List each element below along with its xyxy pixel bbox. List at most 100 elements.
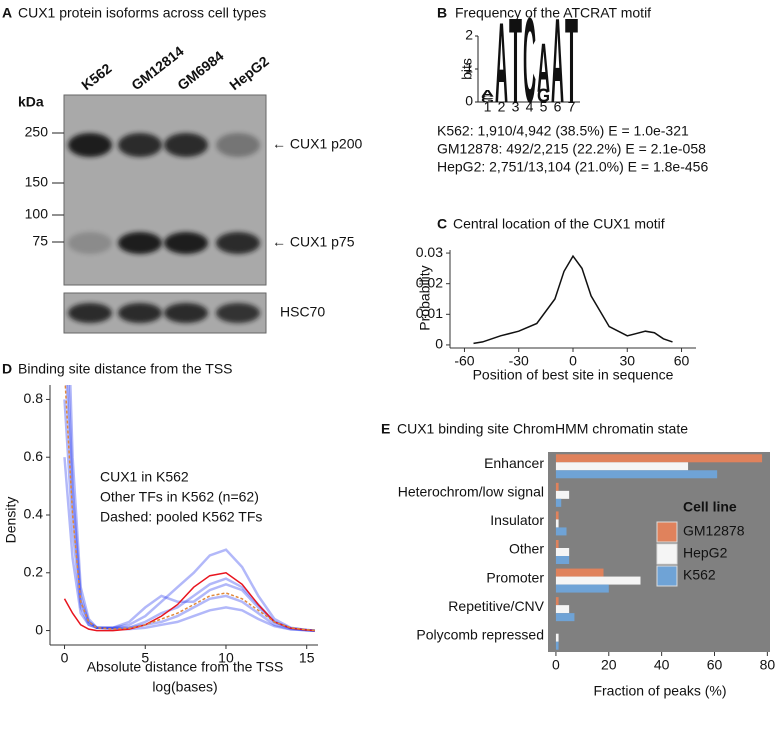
legend-swatch — [656, 521, 678, 543]
lane-label: HepG2 — [226, 53, 272, 94]
x-tick-label: 60 — [707, 657, 723, 673]
logo-tick-label: 2 — [465, 27, 473, 43]
bar — [555, 613, 575, 622]
bar — [555, 584, 609, 593]
panel-title: Binding site distance from the TSS — [18, 361, 233, 377]
logo-position: 7 — [568, 99, 576, 115]
legend-entry: HepG2 — [683, 545, 728, 561]
y-tick-label: 0.4 — [24, 506, 44, 522]
panel-label: D — [2, 361, 12, 377]
legend-entry: CUX1 in K562 — [100, 469, 189, 485]
bar — [555, 470, 718, 479]
y-tick-label: 0.6 — [24, 448, 44, 464]
legend-entry: K562 — [683, 567, 716, 583]
logo-letter: A — [551, 0, 564, 129]
panel-title: Central location of the CUX1 motif — [453, 216, 665, 232]
unit-label: kDa — [18, 94, 44, 110]
logo-position: 5 — [540, 99, 548, 115]
x-tick-label: -30 — [509, 353, 529, 369]
logo-tick-label: 1 — [465, 60, 473, 76]
y-tick-label: 0.2 — [24, 563, 44, 579]
x-tick-label: 40 — [654, 657, 670, 673]
category-label: Insulator — [490, 512, 544, 528]
logo-letter: C — [523, 0, 536, 129]
y-axis-label: Density — [3, 497, 19, 544]
band — [118, 232, 162, 254]
tf-curve — [65, 385, 315, 632]
logo-position: 1 — [484, 99, 492, 115]
logo-letter: A — [481, 89, 495, 99]
logo-letter: G — [481, 98, 494, 104]
blot — [63, 94, 267, 286]
legend-entry: Other TFs in K562 (n=62) — [100, 489, 259, 505]
legend-swatch — [656, 543, 678, 565]
x-tick-label: 15 — [299, 650, 315, 666]
plot — [63, 385, 315, 632]
logo-position: 6 — [554, 99, 562, 115]
marker-label: 75 — [32, 233, 48, 249]
bar — [555, 597, 559, 606]
logo-position: 2 — [498, 99, 506, 115]
lane-label: K562 — [78, 60, 114, 93]
motif-stat: HepG2: 2,751/13,104 (21.0%) E = 1.8e-456 — [437, 159, 708, 175]
category-label: Other — [509, 541, 544, 557]
panel-title: CUX1 binding site ChromHMM chromatin sta… — [397, 421, 688, 437]
bar — [555, 482, 559, 491]
category-label: Promoter — [486, 569, 544, 585]
x-tick-label: 20 — [601, 657, 617, 673]
x-axis-label: Absolute distance from the TSS — [87, 659, 284, 675]
marker-label: 100 — [25, 206, 49, 222]
motif-stat: K562: 1,910/4,942 (38.5%) E = 1.0e-321 — [437, 123, 689, 139]
y-axis-label: Probability — [417, 265, 433, 330]
bar — [555, 641, 559, 650]
bar — [555, 462, 689, 471]
logo-letter: T — [509, 0, 522, 129]
band — [164, 232, 208, 254]
logo-position: 4 — [526, 99, 534, 115]
band-label: ← CUX1 p200 — [272, 136, 362, 152]
bar — [555, 633, 559, 642]
legend-entry: Dashed: pooled K562 TFs — [100, 509, 262, 525]
line — [473, 254, 673, 345]
bar — [555, 454, 763, 463]
x-tick-label: 0 — [552, 657, 560, 673]
x-tick-label: 60 — [674, 353, 690, 369]
band — [118, 133, 162, 157]
y-tick-label: 0.02 — [416, 274, 443, 290]
y-tick-label: 0 — [35, 621, 43, 637]
category-label: Repetitive/CNV — [448, 598, 544, 614]
bar — [555, 527, 567, 536]
marker-label: 150 — [25, 174, 49, 190]
logo-axis-label: bits — [459, 58, 475, 80]
panel-title: Frequency of the ATCRAT motif — [455, 5, 651, 21]
band — [216, 133, 260, 157]
band — [164, 303, 208, 323]
tf-curve — [67, 385, 315, 632]
bar — [555, 548, 570, 556]
y-tick-label: 0.01 — [416, 305, 443, 321]
bar — [555, 568, 604, 577]
panel-label: B — [437, 5, 447, 21]
x-tick-label: 0 — [61, 650, 69, 666]
bar — [555, 540, 559, 548]
bar — [555, 498, 562, 507]
x-tick-label: 5 — [141, 650, 149, 666]
band — [68, 133, 112, 157]
category-label: Enhancer — [484, 455, 544, 471]
band-label: ← CUX1 p75 — [272, 234, 355, 250]
x-tick-label: 10 — [218, 650, 234, 666]
motif-stat: GM12878: 492/2,215 (22.2%) E = 2.1e-058 — [437, 141, 706, 157]
logo-letter: T — [565, 0, 578, 129]
band — [216, 232, 260, 254]
logo-letter: G — [537, 85, 550, 107]
x-tick-label: 30 — [619, 353, 635, 369]
category-label: Heterochrom/low signal — [398, 484, 544, 500]
band — [216, 303, 260, 323]
bar — [555, 605, 570, 614]
x-tick-label: 80 — [760, 657, 776, 673]
x-tick-label: 0 — [569, 353, 577, 369]
bar — [555, 490, 570, 499]
legend-title: Cell line — [683, 499, 737, 515]
band — [164, 133, 208, 157]
